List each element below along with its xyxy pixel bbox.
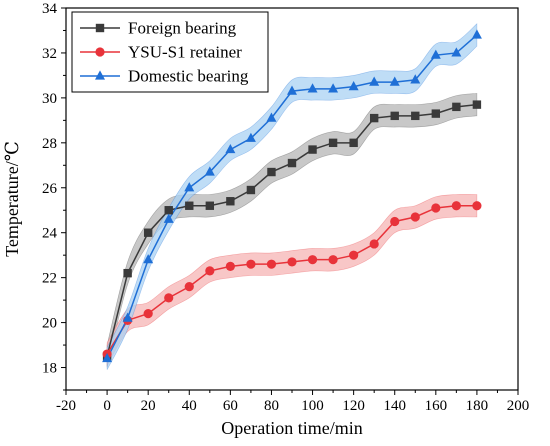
x-tick-label: 20 [141, 398, 156, 414]
y-axis-label: Temperature/℃ [2, 141, 22, 257]
y-tick-label: 32 [42, 46, 57, 62]
point-series-0 [411, 111, 420, 121]
point-series-2 [102, 352, 113, 363]
point-series-2 [307, 83, 318, 93]
point-series-0 [246, 185, 256, 195]
y-tick-label: 20 [42, 316, 57, 332]
point-series-1 [307, 255, 318, 265]
point-series-0 [349, 138, 358, 148]
point-series-1 [225, 261, 235, 272]
point-series-0 [123, 268, 132, 278]
point-series-1 [431, 203, 441, 213]
y-axis-ticks: 18 20 22 24 26 28 30 32 34 [42, 1, 66, 391]
point-series-0 [205, 201, 215, 210]
point-series-0 [164, 206, 173, 215]
point-series-0 [431, 109, 441, 118]
point-series-2 [389, 76, 400, 86]
point-series-2 [348, 81, 359, 91]
x-tick-label: 180 [466, 398, 489, 414]
point-series-2 [471, 29, 482, 39]
point-series-2 [143, 254, 154, 264]
x-tick-label: 60 [223, 398, 238, 414]
point-series-2 [266, 112, 277, 122]
point-series-1 [246, 259, 256, 269]
x-tick-label: 200 [507, 398, 530, 414]
point-series-0 [267, 167, 276, 177]
x-axis-label: Operation time/min [221, 418, 362, 438]
point-series-0 [328, 138, 338, 148]
point-series-2 [122, 312, 133, 322]
x-tick-label: -20 [56, 398, 76, 414]
x-tick-label: 120 [342, 398, 365, 414]
x-tick-label: 100 [301, 398, 324, 414]
series-markers [102, 29, 482, 363]
point-series-2 [163, 213, 174, 223]
x-tick-label: 40 [182, 398, 197, 414]
point-series-1 [143, 309, 153, 319]
legend-label: Domestic bearing [128, 67, 249, 86]
point-series-1 [369, 239, 379, 249]
y-tick-label: 22 [42, 271, 57, 287]
point-series-2 [245, 132, 256, 142]
band-series-0 [106, 93, 478, 368]
y-tick-label: 26 [42, 181, 58, 197]
legend-label: YSU-S1 retainer [128, 43, 242, 62]
x-axis-ticks: -20 0 20 40 60 80 100 120 140 160 180 200 [56, 390, 529, 414]
y-tick-label: 24 [42, 226, 58, 242]
x-tick-label: 160 [425, 398, 448, 414]
point-series-1 [390, 216, 400, 227]
point-series-1 [451, 201, 461, 211]
point-series-1 [410, 212, 420, 222]
point-series-2 [225, 143, 236, 154]
point-series-1 [164, 293, 174, 303]
point-series-1 [205, 266, 215, 276]
legend-marker [95, 70, 105, 80]
x-tick-label: 0 [103, 398, 111, 414]
point-series-0 [287, 158, 297, 168]
point-series-2 [451, 47, 462, 57]
legend-label: Foreign bearing [128, 19, 237, 38]
point-series-0 [226, 197, 235, 206]
point-series-1 [328, 255, 338, 265]
point-series-2 [410, 74, 421, 84]
point-series-0 [143, 228, 153, 237]
point-series-0 [185, 201, 194, 210]
legend: Foreign bearing YSU-S1 retainer Domestic b… [71, 11, 269, 93]
point-series-1 [287, 257, 297, 267]
point-series-1 [472, 201, 482, 211]
point-series-2 [369, 76, 380, 86]
point-series-0 [452, 102, 461, 112]
x-tick-label: 140 [383, 398, 406, 414]
point-series-0 [472, 100, 482, 109]
x-tick-label: 80 [264, 398, 279, 414]
point-series-1 [349, 250, 359, 260]
y-tick-label: 34 [42, 1, 58, 17]
point-series-0 [390, 111, 399, 121]
legend-marker [95, 47, 105, 57]
band-series-1 [106, 194, 478, 367]
point-series-2 [430, 49, 441, 59]
y-tick-label: 18 [42, 361, 57, 377]
point-series-2 [184, 182, 195, 192]
point-series-2 [328, 83, 339, 93]
point-series-2 [204, 166, 215, 176]
point-series-0 [369, 113, 379, 123]
point-series-2 [287, 85, 297, 95]
y-tick-label: 28 [42, 136, 57, 152]
point-series-1 [266, 259, 277, 269]
point-series-0 [308, 145, 317, 154]
point-series-1 [184, 282, 194, 292]
legend-marker [95, 23, 105, 33]
y-tick-label: 30 [42, 91, 57, 107]
